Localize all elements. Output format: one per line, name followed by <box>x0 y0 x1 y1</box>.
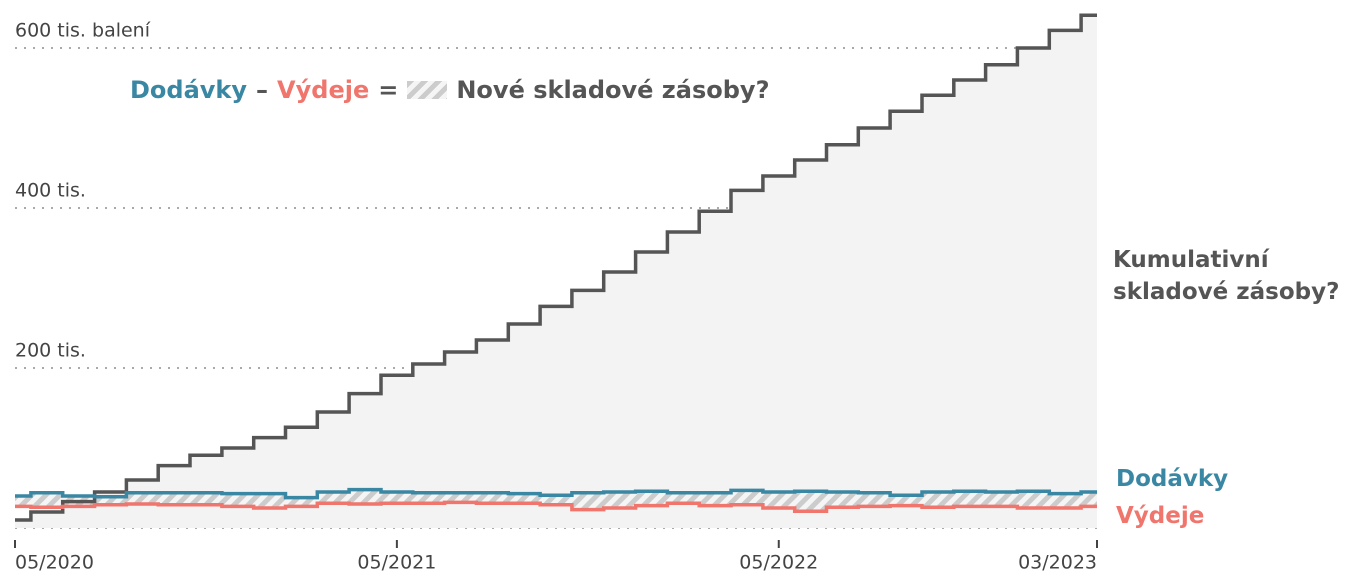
cumulative-label: Kumulativní skladové zásoby? <box>1113 247 1340 305</box>
series-line <box>15 13 1097 522</box>
formula-out: Výdeje <box>277 76 370 104</box>
supply-label: Dodávky <box>1116 466 1229 492</box>
series-line <box>15 487 1097 500</box>
formula-equals: = <box>378 76 399 104</box>
formula: Dodávky – Výdeje = Nové skladové zásoby? <box>130 76 770 104</box>
formula-minus: – <box>256 76 269 104</box>
cumulative-area <box>15 15 1097 528</box>
y-tick-label: 400 tis. <box>15 180 86 202</box>
x-tick-label: 05/2020 <box>15 552 94 574</box>
y-tick-label: 200 tis. <box>15 340 86 362</box>
formula-supply: Dodávky <box>130 76 248 104</box>
y-tick-label: 600 tis. balení <box>15 20 151 42</box>
hatch-swatch <box>407 81 448 99</box>
series-line <box>15 500 1097 513</box>
out-label: Výdeje <box>1116 503 1205 529</box>
x-tick-label: 05/2022 <box>739 552 818 574</box>
formula-result: Nové skladové zásoby? <box>456 76 770 104</box>
x-tick-label: 05/2021 <box>357 552 436 574</box>
x-tick-label: 03/2023 <box>1018 552 1097 574</box>
